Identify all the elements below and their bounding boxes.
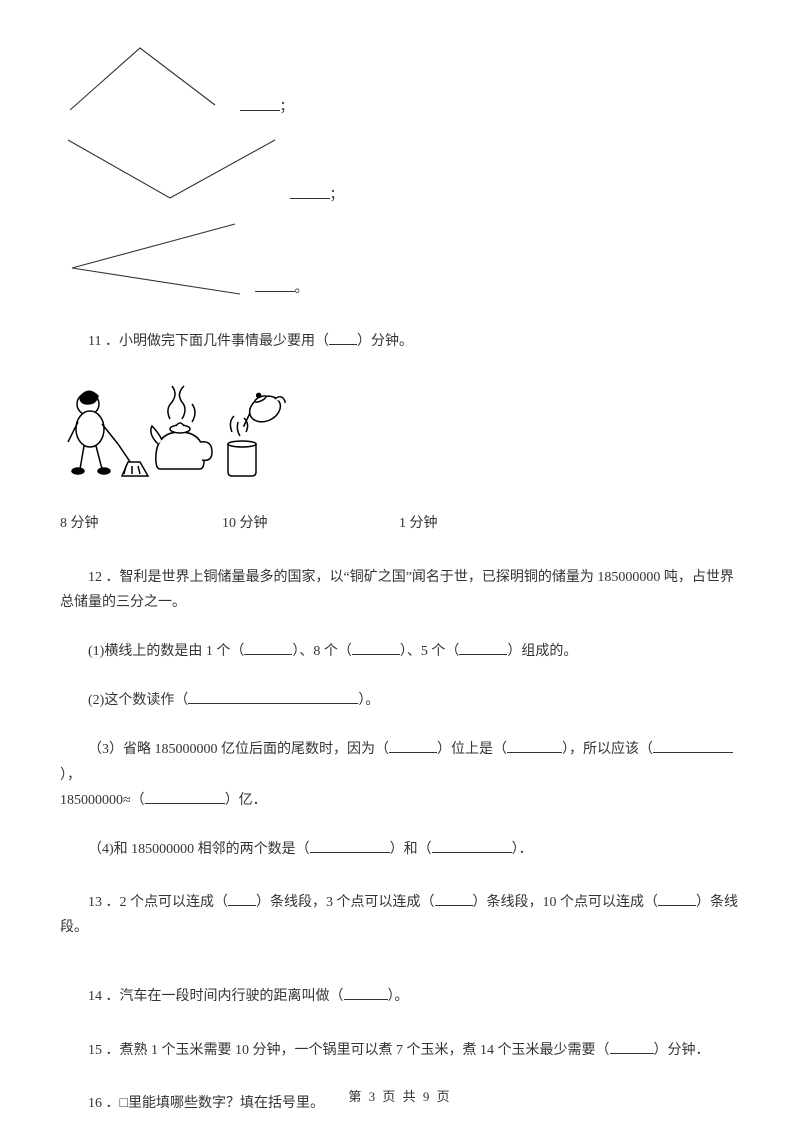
q12-intro: 12 ．智利是世界上铜储量最多的国家，以“铜矿之国”闻名于世，已探明铜的储量为 … — [60, 565, 740, 590]
angle-blank-1: ； — [240, 95, 294, 120]
q12-p4-a: （4)和 185000000 相邻的两个数是（ — [88, 842, 310, 857]
chores-illustration — [60, 374, 740, 493]
angle-punct-2: ； — [330, 188, 344, 203]
angle-svg-1 — [60, 40, 230, 120]
q12-p2: (2)这个数读作（ ）。 — [60, 688, 740, 713]
page-footer: 第 3 页 共 9 页 — [0, 1085, 800, 1108]
angle-blank-3: 。 — [255, 276, 309, 301]
q12-intro-b: 总储量的三分之一。 — [60, 595, 186, 610]
q12-p1: (1)横线上的数是由 1 个（ ）、8 个（ ）、5 个（ ）组成的。 — [60, 639, 740, 664]
q13-c: ）条线段，10 个点可以连成（ — [473, 895, 659, 910]
q12-p3-c: ），所以应该（ — [562, 742, 653, 757]
q12-p1-d: ）组成的。 — [507, 644, 577, 659]
q12-p4: （4)和 185000000 相邻的两个数是（ ）和（ ）． — [60, 837, 740, 862]
q11-text-a: 11 ．小明做完下面几件事情最少要用（ — [88, 334, 329, 349]
q12-p3-e: 185000000≈（ — [60, 793, 145, 808]
q14-b: ）。 — [388, 989, 409, 1004]
angle-punct-3: 。 — [295, 281, 309, 296]
angle-figure-1: ； — [60, 40, 740, 120]
q12-p1-b: ）、8 个（ — [292, 644, 352, 659]
q15-a: 15 ．煮熟 1 个玉米需要 10 分钟，一个锅里可以煮 7 个玉米，煮 14 … — [88, 1043, 610, 1058]
q12-p1-a: (1)横线上的数是由 1 个（ — [88, 644, 244, 659]
q13-b: ）条线段，3 个点可以连成（ — [256, 895, 435, 910]
angle-blank-2: ； — [290, 183, 344, 208]
angle-punct-1: ； — [280, 100, 294, 115]
q11-text: 11 ．小明做完下面几件事情最少要用（ ）分钟。 — [60, 329, 740, 354]
q11-label-1: 8 分钟 — [60, 511, 99, 536]
q12-p1-c: ）、5 个（ — [400, 644, 460, 659]
q15-text: 15 ．煮熟 1 个玉米需要 10 分钟，一个锅里可以煮 7 个玉米，煮 14 … — [60, 1038, 740, 1063]
angle-svg-3 — [60, 216, 245, 301]
q12-p3-line2: 185000000≈（ ）亿． — [60, 788, 740, 813]
q15-b: ）分钟． — [654, 1043, 710, 1058]
angle-figure-3: 。 — [60, 216, 740, 301]
q12-p2-a: (2)这个数读作（ — [88, 693, 188, 708]
q13-a: 13 ．2 个点可以连成（ — [88, 895, 228, 910]
q12-p3-a: （3）省略 185000000 亿位后面的尾数时，因为（ — [88, 742, 389, 757]
q11-label-3: 1 分钟 — [399, 511, 438, 536]
q12-intro-a: 12 ．智利是世界上铜储量最多的国家，以“铜矿之国”闻名于世，已探明铜的储量为 … — [88, 570, 734, 585]
q14-a: 14 ．汽车在一段时间内行驶的距离叫做（ — [88, 989, 344, 1004]
q11-text-b: ）分钟。 — [357, 334, 413, 349]
q12-p4-b: ）和（ — [390, 842, 432, 857]
angle-svg-2 — [60, 128, 280, 208]
q13-text: 13 ．2 个点可以连成（ ）条线段，3 个点可以连成（ ）条线段，10 个点可以连… — [60, 890, 740, 940]
q12-intro-line2: 总储量的三分之一。 — [60, 590, 740, 615]
page-number: 第 3 页 共 9 页 — [348, 1089, 451, 1104]
q12-p3-b: ）位上是（ — [437, 742, 507, 757]
q12-p3-f: ）亿． — [225, 793, 267, 808]
q14-text: 14 ．汽车在一段时间内行驶的距离叫做（ ）。 — [60, 984, 740, 1009]
chores-svg — [60, 374, 290, 484]
q11-label-2: 10 分钟 — [222, 511, 268, 536]
q12-p3-d: ）， — [60, 768, 81, 783]
q12-p4-c: ）． — [512, 842, 533, 857]
q12-p2-b: ）。 — [358, 693, 379, 708]
q12-p3: （3）省略 185000000 亿位后面的尾数时，因为（ ）位上是（ ），所以应该（… — [60, 737, 740, 787]
q11-time-labels: 8 分钟 10 分钟 1 分钟 — [60, 511, 740, 536]
angle-figure-2: ； — [60, 128, 740, 208]
